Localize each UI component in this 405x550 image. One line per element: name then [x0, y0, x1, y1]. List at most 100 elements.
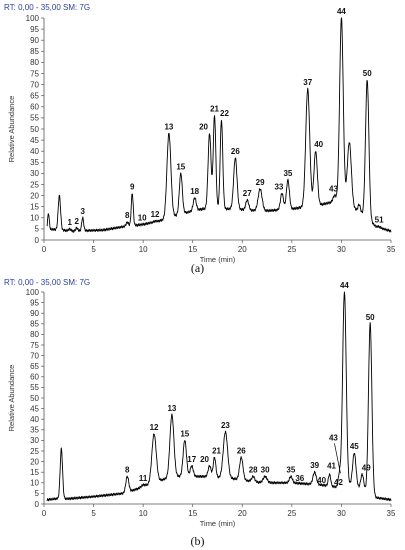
panel-b-peak-label: 23	[221, 421, 230, 430]
panel-a-y-tick-label: 55	[30, 114, 39, 123]
panel-b-peak-label: 20	[200, 455, 209, 464]
panel-b-peak-leader-line	[334, 443, 341, 474]
panel-a-x-tick-label: 20	[238, 245, 247, 254]
panel-a-peak-label: 22	[220, 109, 229, 118]
panel-a-y-tick-label: 75	[30, 69, 39, 78]
panel-a-peak-label: 43	[329, 185, 338, 194]
panel-a-peak-label: 9	[130, 182, 135, 191]
panel-b-x-tick-label: 20	[238, 509, 247, 518]
panel-a-y-tick-label: 80	[30, 58, 39, 67]
panel-a-y-tick-label: 95	[30, 25, 39, 34]
panel-b-x-tick-label: 0	[42, 509, 47, 518]
panel-a-y-tick-label: 40	[30, 147, 39, 156]
panel-a-peak-label: 26	[231, 147, 240, 156]
panel-b-y-axis-label: Relative Abundance	[7, 365, 16, 432]
panel-b-header-sm-value: 7G	[77, 278, 90, 287]
panel-a-header-sm-value: 7G	[77, 3, 90, 12]
panel-b-y-tick-label: 20	[30, 457, 39, 466]
panel-a-x-tick-label: 0	[42, 245, 47, 254]
panel-a-peak-label: 50	[363, 69, 372, 78]
panel-b-y-tick-label: 100	[26, 288, 40, 297]
panel-a-peak-label: 40	[314, 140, 323, 149]
panel-a-y-tick-label: 50	[30, 125, 39, 134]
panel-b-peak-label: 17	[187, 455, 196, 464]
panel-b-series-line	[46, 291, 392, 502]
panel-a-peak-label: 44	[337, 7, 346, 16]
panel-b-x-tick-label: 5	[91, 509, 96, 518]
panel-a-y-tick-label: 10	[30, 214, 39, 223]
panel-b-peak-label: 36	[295, 474, 304, 483]
panel-a-y-tick-label: 100	[26, 14, 40, 23]
panel-b-x-tick-label: 35	[387, 509, 396, 518]
panel-b-peak-label: 35	[286, 465, 295, 474]
panel-a-peak-label: 10	[138, 213, 147, 222]
panel-b-y-tick-label: 85	[30, 320, 39, 329]
panel-b-peak-label: 21	[212, 446, 221, 455]
panel-b-peak-label: 41	[327, 461, 336, 470]
panel-a-x-tick-label: 35	[387, 245, 396, 254]
panel-b-y-tick-label: 65	[30, 362, 39, 371]
panel-a-peak-label: 51	[375, 216, 384, 225]
panel-b-y-tick-label: 5	[35, 489, 40, 498]
panel-a-y-tick-label: 65	[30, 92, 39, 101]
panel-a-header-rt-key: RT:	[4, 3, 16, 12]
panel-b-peak-label: 11	[139, 474, 148, 483]
panel-b-peak-label: 43	[329, 433, 338, 442]
panel-b-y-tick-label: 75	[30, 341, 39, 350]
panel-a-y-tick-label: 0	[35, 236, 40, 245]
panel-a-x-tick-label: 30	[337, 245, 346, 254]
panel-b-y-tick-label: 40	[30, 415, 39, 424]
panel-b-y-tick-label: 80	[30, 330, 39, 339]
panel-b-peak-label: 39	[310, 461, 319, 470]
panel-a-y-tick-label: 35	[30, 158, 39, 167]
panel-b-x-tick-label: 10	[139, 509, 148, 518]
panel-b-peak-label: 40	[317, 476, 326, 485]
panel-b-peak-label: 26	[237, 446, 246, 455]
panel-a-x-tick-label: 15	[188, 245, 197, 254]
panel-a-y-tick-label: 90	[30, 36, 39, 45]
panel-b-y-tick-label: 35	[30, 426, 39, 435]
panel-b-y-tick-label: 0	[35, 500, 40, 509]
panel-a-peak-label: 13	[164, 122, 173, 131]
panel-b-peak-label: 42	[334, 478, 343, 487]
panel-b-peak-label: 12	[150, 423, 159, 432]
panel-a-peak-label: 8	[125, 211, 130, 220]
panel-a-peak-label: 33	[274, 182, 283, 191]
panel-a-y-tick-label: 85	[30, 47, 39, 56]
panel-a-peak-label: 20	[199, 122, 208, 131]
panel-a-y-tick-label: 25	[30, 180, 39, 189]
panel-b-peak-label: 44	[340, 281, 349, 290]
panel-b-y-tick-label: 70	[30, 351, 39, 360]
panel-b-y-tick-label: 45	[30, 404, 39, 413]
panel-a-peak-label: 3	[80, 207, 85, 216]
panel-a-x-tick-label: 25	[287, 245, 296, 254]
panel-b-y-tick-label: 55	[30, 383, 39, 392]
panel-a-x-axis-label: Time (min)	[200, 255, 236, 264]
panel-a-peak-label: 29	[256, 178, 265, 187]
panel-a-x-tick-label: 5	[91, 245, 96, 254]
panel-a-y-tick-label: 5	[35, 225, 40, 234]
panel-b-header-sm-key: SM:	[61, 278, 77, 287]
panel-a-y-tick-label: 30	[30, 169, 39, 178]
panel-b-header-rt-key: RT:	[4, 278, 16, 287]
panel-a-series-line	[46, 17, 392, 233]
panel-b-peak-label: 30	[261, 465, 270, 474]
panel-a-peak-label: 37	[303, 78, 312, 87]
panel-b-y-tick-label: 50	[30, 394, 39, 403]
panel-b-y-tick-label: 60	[30, 373, 39, 382]
panel-b-peak-label: 49	[362, 463, 371, 472]
panel-a-caption: (a)	[191, 261, 204, 275]
panel-b-y-tick-label: 10	[30, 479, 39, 488]
panel-b-peak-label: 13	[167, 404, 176, 413]
panel-b-y-tick-label: 15	[30, 468, 39, 477]
panel-a-peak-label: 27	[243, 189, 252, 198]
panel-b-x-tick-label: 30	[337, 509, 346, 518]
panel-a-x-tick-label: 10	[139, 245, 148, 254]
panel-b-y-tick-label: 90	[30, 309, 39, 318]
panel-a-peak-label: 15	[176, 162, 185, 171]
panel-a-y-tick-label: 20	[30, 191, 39, 200]
panel-a-y-tick-label: 45	[30, 136, 39, 145]
panel-a-header-rt-value: 0,00 - 35,00	[16, 3, 61, 12]
panel-b-y-tick-label: 30	[30, 436, 39, 445]
